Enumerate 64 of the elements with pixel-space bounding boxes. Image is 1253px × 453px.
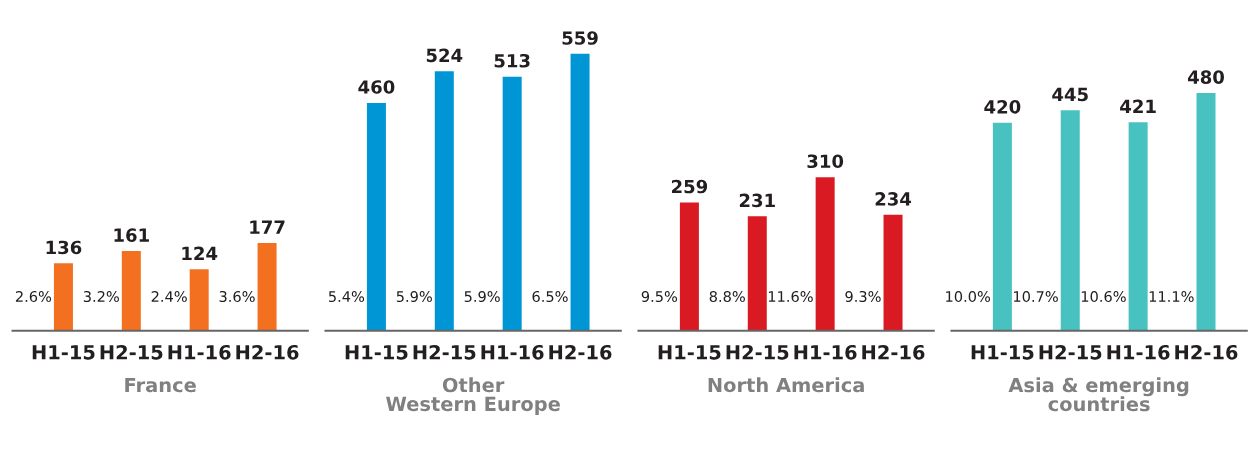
x-axis-title: North America xyxy=(708,377,864,393)
x-axis-title: Asia & emerging countries xyxy=(1008,377,1189,412)
x-tick-label: H1-16 xyxy=(481,344,544,360)
data-label: 231 xyxy=(739,193,775,208)
x-tick-label: H2-16 xyxy=(862,344,925,360)
bar xyxy=(570,53,590,331)
x-tick-label: H1-15 xyxy=(345,345,408,360)
data-label: 124 xyxy=(182,246,218,260)
data-label: 420 xyxy=(984,99,1021,114)
bar xyxy=(366,102,386,331)
data-label: 460 xyxy=(358,80,395,94)
x-tick-label: H2-15 xyxy=(1039,344,1102,360)
bar xyxy=(679,202,699,331)
x-tick-label: H2-16 xyxy=(236,344,299,360)
x-tick-label: H2-15 xyxy=(413,344,476,360)
bar xyxy=(434,71,454,331)
annotation: 2.6% xyxy=(15,291,52,303)
bar xyxy=(747,216,767,331)
data-label: 259 xyxy=(671,179,708,194)
data-label: 445 xyxy=(1052,87,1088,102)
x-tick-label: H1-16 xyxy=(168,344,231,360)
bar xyxy=(815,177,835,331)
annotation: 8.8% xyxy=(709,291,745,303)
annotation: 10.0% xyxy=(946,291,991,303)
annotation: 6.5% xyxy=(532,291,568,303)
bar xyxy=(257,243,277,331)
x-tick-label: H2-16 xyxy=(1175,344,1238,360)
annotation: 9.5% xyxy=(641,291,678,303)
bar xyxy=(189,269,209,331)
bar xyxy=(502,76,522,331)
data-label: 177 xyxy=(250,220,285,234)
annotation: 5.9% xyxy=(396,291,432,303)
x-tick-label: H2-15 xyxy=(726,344,789,360)
x-axis-title: France xyxy=(125,377,196,393)
annotation: 11.1% xyxy=(1149,291,1194,303)
annotation: 2.4% xyxy=(151,291,187,303)
x-tick-label: H2-16 xyxy=(549,344,612,360)
x-tick-label: H1-16 xyxy=(794,344,857,360)
x-tick-label: H1-16 xyxy=(1107,344,1170,360)
data-label: 136 xyxy=(46,240,82,255)
data-label: 234 xyxy=(875,192,912,206)
data-label: 524 xyxy=(426,48,463,63)
bar xyxy=(121,250,141,331)
annotation: 11.6% xyxy=(768,291,813,303)
annotation: 5.9% xyxy=(464,291,500,303)
annotation: 10.6% xyxy=(1081,291,1126,303)
annotation: 3.6% xyxy=(219,291,255,303)
x-tick-label: H1-15 xyxy=(971,345,1034,360)
annotation: 3.2% xyxy=(83,291,119,303)
data-label: 559 xyxy=(562,31,598,45)
data-label: 421 xyxy=(1120,99,1156,113)
data-label: 310 xyxy=(807,154,844,169)
x-tick-label: H2-15 xyxy=(100,344,163,360)
data-label: 513 xyxy=(494,53,530,68)
annotation: 9.3% xyxy=(845,291,881,303)
x-tick-label: H1-15 xyxy=(658,345,721,360)
annotation: 10.7% xyxy=(1013,291,1058,303)
x-axis-title: Other Western Europe xyxy=(386,377,560,415)
data-label: 480 xyxy=(1187,70,1224,84)
x-tick-label: H1-15 xyxy=(32,345,95,360)
annotation: 5.4% xyxy=(328,291,365,303)
bar xyxy=(883,214,903,331)
data-label: 161 xyxy=(114,228,149,242)
bar xyxy=(53,263,73,331)
